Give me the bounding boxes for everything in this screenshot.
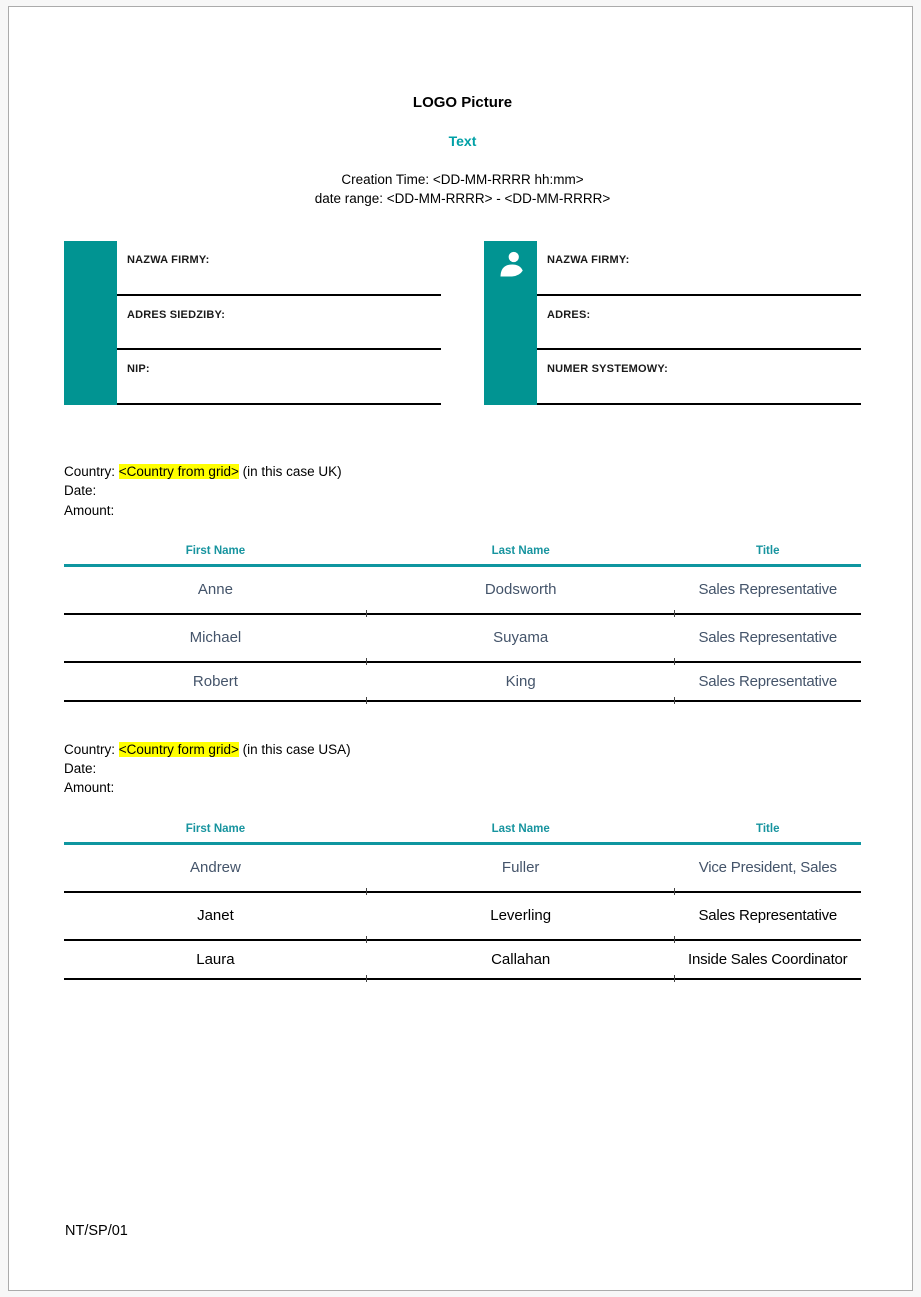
country-note: (in this case UK) xyxy=(238,464,342,479)
date-range-line: date range: <DD-MM-RRRR> - <DD-MM-RRRR> xyxy=(314,191,611,206)
cell-last-name: Dodsworth xyxy=(365,565,675,615)
customer-teal-bar xyxy=(484,241,537,405)
seller-teal-bar xyxy=(64,241,117,405)
logo-placeholder-title: LOGO Picture xyxy=(412,94,513,111)
cell-last-name: King xyxy=(365,661,675,703)
cell-first-name: Laura xyxy=(64,939,367,980)
field-label: NUMER SYSTEMOWY: xyxy=(547,363,668,376)
date-label: Date: xyxy=(64,483,97,499)
employees-table-uk: First Name Last Name Title Anne Dodswort… xyxy=(64,541,861,703)
amount-label: Amount: xyxy=(64,502,115,518)
col-header-title: Title xyxy=(674,541,861,567)
table-row: Michael Suyama Sales Representative xyxy=(64,613,861,664)
seller-fields: NAZWA FIRMY: ADRES SIEDZIBY: NIP: xyxy=(117,241,441,406)
field-nip: NIP: xyxy=(117,350,441,406)
table-row: Anne Dodsworth Sales Representative xyxy=(64,565,861,615)
document-page: LOGO Picture Text Creation Time: <DD-MM-… xyxy=(8,6,913,1291)
col-header-last-name: Last Name xyxy=(366,819,675,845)
col-header-first-name: First Name xyxy=(64,541,367,567)
employees-table-usa: First Name Last Name Title Andrew Fuller… xyxy=(64,819,861,981)
cell-first-name: Michael xyxy=(64,613,367,663)
cell-last-name: Suyama xyxy=(365,613,675,664)
cell-title: Vice President, Sales xyxy=(673,843,861,893)
amount-label: Amount: xyxy=(64,780,115,796)
table-header-row: First Name Last Name Title xyxy=(64,541,861,567)
cell-first-name: Robert xyxy=(64,661,367,702)
subtitle-text: Text xyxy=(448,133,477,149)
table-row: Robert King Sales Representative xyxy=(64,661,861,703)
table-row: Andrew Fuller Vice President, Sales xyxy=(64,843,861,893)
country-label: Country: xyxy=(64,741,119,757)
table-row: Janet Leverling Sales Representative xyxy=(64,891,861,942)
table-row: Laura Callahan Inside Sales Coordinator xyxy=(64,939,861,981)
cell-first-name: Anne xyxy=(64,565,367,615)
field-adres-siedziby: ADRES SIEDZIBY: xyxy=(117,296,441,351)
field-nazwa-firmy: NAZWA FIRMY: xyxy=(537,241,861,296)
col-header-title: Title xyxy=(674,819,861,845)
field-adres: ADRES: xyxy=(537,296,861,351)
company-boxes-row: NAZWA FIRMY: ADRES SIEDZIBY: NIP: xyxy=(64,241,861,406)
field-label: NAZWA FIRMY: xyxy=(127,254,210,266)
cell-last-name: Fuller xyxy=(365,843,675,893)
field-label: ADRES: xyxy=(547,308,591,321)
field-label: ADRES SIEDZIBY: xyxy=(127,308,226,321)
table-header-row: First Name Last Name Title xyxy=(64,819,861,845)
country-section-uk: Country: <Country from grid> (in this ca… xyxy=(64,462,861,520)
col-header-first-name: First Name xyxy=(64,819,367,845)
customer-fields: NAZWA FIRMY: ADRES: NUMER SYSTEMOWY: xyxy=(537,241,861,406)
country-label: Country: xyxy=(64,464,119,479)
cell-first-name: Janet xyxy=(64,891,367,941)
cell-last-name: Leverling xyxy=(365,891,675,942)
field-label: NAZWA FIRMY: xyxy=(547,254,630,266)
document-code: NT/SP/01 xyxy=(65,1223,128,1239)
cell-title: Inside Sales Coordinator xyxy=(673,939,861,981)
cell-title: Sales Representative xyxy=(673,891,861,942)
page-content: LOGO Picture Text Creation Time: <DD-MM-… xyxy=(9,94,912,981)
field-nazwa-firmy: NAZWA FIRMY: xyxy=(117,241,441,296)
cell-title: Sales Representative xyxy=(673,661,861,703)
meta-block: Creation Time: <DD-MM-RRRR hh:mm> date r… xyxy=(64,170,861,208)
country-note: (in this case USA) xyxy=(238,741,351,757)
seller-info-box: NAZWA FIRMY: ADRES SIEDZIBY: NIP: xyxy=(64,241,441,406)
person-icon xyxy=(500,251,523,277)
cell-title: Sales Representative xyxy=(673,613,861,664)
country-line: Country: <Country from grid> (in this ca… xyxy=(64,462,861,481)
customer-info-box: NAZWA FIRMY: ADRES: NUMER SYSTEMOWY: xyxy=(484,241,861,406)
col-header-last-name: Last Name xyxy=(366,541,675,567)
field-numer-systemowy: NUMER SYSTEMOWY: xyxy=(537,350,861,406)
country-placeholder-highlight: <Country form grid> xyxy=(118,741,239,757)
date-label: Date: xyxy=(64,761,97,777)
cell-last-name: Callahan xyxy=(365,939,675,981)
creation-time-line: Creation Time: <DD-MM-RRRR hh:mm> xyxy=(341,172,584,187)
country-line: Country: <Country form grid> (in this ca… xyxy=(64,740,861,759)
cell-first-name: Andrew xyxy=(64,843,367,893)
country-section-usa: Country: <Country form grid> (in this ca… xyxy=(64,740,861,798)
field-label: NIP: xyxy=(127,363,150,376)
country-placeholder-highlight: <Country from grid> xyxy=(118,464,239,479)
cell-title: Sales Representative xyxy=(673,565,861,615)
